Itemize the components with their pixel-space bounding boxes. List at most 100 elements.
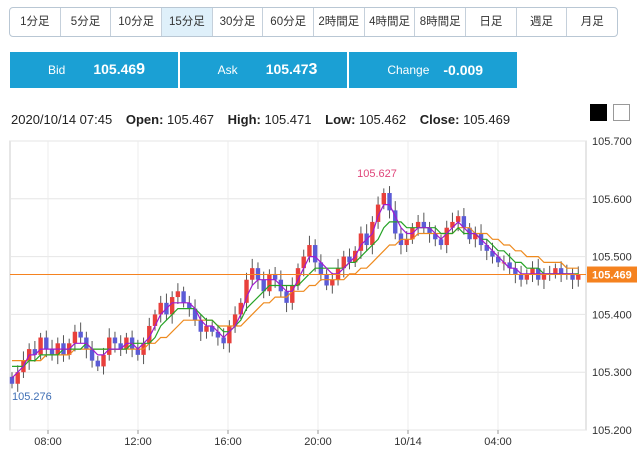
candle-body	[147, 325, 152, 344]
candle-body	[72, 331, 78, 344]
candle-body	[175, 291, 181, 298]
bid-cell: Bid 105.469	[10, 52, 180, 88]
candle-body	[576, 274, 581, 280]
candle-body	[421, 221, 427, 228]
high-annotation: 105.627	[357, 168, 397, 180]
light-theme-toggle[interactable]	[613, 104, 630, 121]
high-label: High:	[227, 112, 261, 127]
candle-body	[118, 343, 123, 350]
price-chart: 105.700 105.600 105.500 105.400 105.300 105.2…	[9, 136, 637, 448]
candle-body	[375, 204, 381, 222]
candle-body	[192, 308, 198, 321]
dark-theme-toggle[interactable]	[590, 104, 607, 121]
candle-body	[227, 325, 232, 344]
timeframe-tabs: 1分足 5分足 10分足 15分足 30分足 60分足 2時間足 4時間足 8時間足 日足 週足 月足	[9, 7, 618, 37]
tab-timeframe-2[interactable]: 10分足	[111, 8, 163, 36]
candle-body	[187, 302, 192, 309]
candle-body	[244, 279, 249, 303]
bid-value-main: 105.46	[93, 61, 137, 77]
candle-body	[152, 314, 158, 326]
open-value: 105.467	[167, 112, 215, 127]
candle-body	[490, 250, 495, 257]
candle-body	[427, 227, 432, 234]
tab-timeframe-9[interactable]: 日足	[466, 8, 517, 36]
ask-cell: Ask 105.473	[179, 52, 350, 88]
close-label: Close:	[419, 112, 460, 127]
y-tick-label: 105.300	[592, 367, 632, 379]
candle-body	[415, 221, 421, 228]
candle-body	[210, 325, 215, 332]
bid-value-last-digit: 9	[136, 61, 146, 78]
candle-body	[541, 273, 547, 280]
candle-body	[135, 349, 141, 355]
candle-body	[404, 239, 409, 246]
candle-body	[341, 256, 346, 269]
tab-timeframe-1[interactable]: 5分足	[61, 8, 112, 36]
y-tick-label: 105.400	[592, 309, 632, 321]
candle-body	[518, 273, 524, 280]
candle-body	[484, 245, 489, 251]
candle-body	[255, 268, 261, 280]
low-value: 105.462	[359, 112, 407, 127]
candle-body	[38, 337, 43, 355]
tab-timeframe-10[interactable]: 週足	[517, 8, 568, 36]
candle-body	[290, 285, 295, 303]
candle-body	[95, 360, 100, 367]
quote-bar: Bid 105.469 Ask 105.473 Change -0.009	[10, 52, 518, 88]
candle-body	[158, 302, 163, 315]
tab-timeframe-5[interactable]: 60分足	[263, 8, 315, 36]
bid-value: 105.469	[93, 61, 145, 79]
low-annotation: 105.276	[12, 391, 52, 403]
ask-value-last-digit: 3	[308, 61, 318, 78]
current-price-tag	[587, 266, 637, 283]
tab-timeframe-7[interactable]: 4時間足	[365, 8, 416, 36]
candle-body	[450, 221, 455, 228]
y-tick-label: 105.200	[592, 425, 632, 437]
candle-body	[49, 349, 55, 355]
bid-label: Bid	[48, 63, 66, 77]
candle-body	[101, 354, 106, 367]
tab-timeframe-4[interactable]: 30分足	[213, 8, 264, 36]
ohlc-datetime: 2020/10/14 07:45	[11, 112, 113, 127]
candle-body	[312, 245, 318, 263]
current-price-label: 105.469	[592, 270, 632, 282]
candle-body	[232, 314, 238, 326]
ask-value: 105.473	[266, 61, 318, 79]
candle-body	[9, 376, 15, 384]
x-tick-label: 08:00	[34, 436, 62, 448]
candle-body	[15, 372, 20, 384]
open-label: Open:	[125, 112, 164, 127]
candle-body	[433, 233, 438, 240]
change-label: Change	[387, 63, 430, 77]
y-tick-label: 105.700	[592, 136, 632, 148]
tab-timeframe-0[interactable]: 1分足	[10, 8, 61, 36]
candle-body	[261, 279, 266, 292]
candle-body	[107, 337, 112, 355]
x-tick-label: 16:00	[214, 436, 242, 448]
x-tick-label: 20:00	[304, 436, 332, 448]
candle-body	[530, 268, 535, 274]
candle-body	[444, 227, 449, 246]
tab-timeframe-3[interactable]: 15分足	[162, 8, 213, 36]
candle-body	[250, 268, 255, 280]
high-value: 105.471	[264, 112, 312, 127]
candle-body	[89, 349, 95, 361]
candle-body	[461, 216, 467, 228]
x-tick-label: 12:00	[124, 436, 152, 448]
tab-timeframe-8[interactable]: 8時間足	[415, 8, 467, 36]
ask-label: Ask	[217, 63, 238, 77]
candle-body	[570, 273, 575, 280]
candle-body	[358, 233, 364, 251]
candle-body	[301, 256, 306, 269]
candle-body	[272, 273, 278, 280]
tab-timeframe-6[interactable]: 2時間足	[314, 8, 365, 36]
candle-body	[32, 349, 38, 355]
candle-body	[221, 337, 226, 344]
candle-body	[238, 302, 243, 315]
candle-body	[473, 233, 478, 240]
candle-body	[347, 256, 352, 263]
candle-body	[215, 331, 221, 338]
ma-fast-line	[11, 203, 579, 379]
tab-timeframe-11[interactable]: 月足	[580, 16, 604, 28]
candle-body	[524, 273, 529, 280]
